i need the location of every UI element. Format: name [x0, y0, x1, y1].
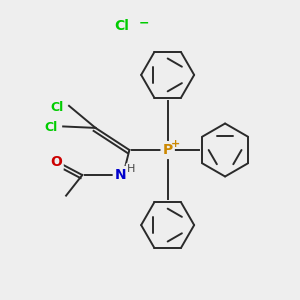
Text: N: N: [115, 168, 126, 182]
Text: P: P: [163, 143, 173, 157]
Text: −: −: [139, 16, 149, 29]
Text: H: H: [127, 164, 135, 174]
Text: O: O: [50, 155, 62, 169]
Text: Cl: Cl: [115, 19, 130, 33]
Text: +: +: [171, 139, 180, 148]
Text: Cl: Cl: [44, 122, 57, 134]
Text: Cl: Cl: [50, 101, 63, 114]
